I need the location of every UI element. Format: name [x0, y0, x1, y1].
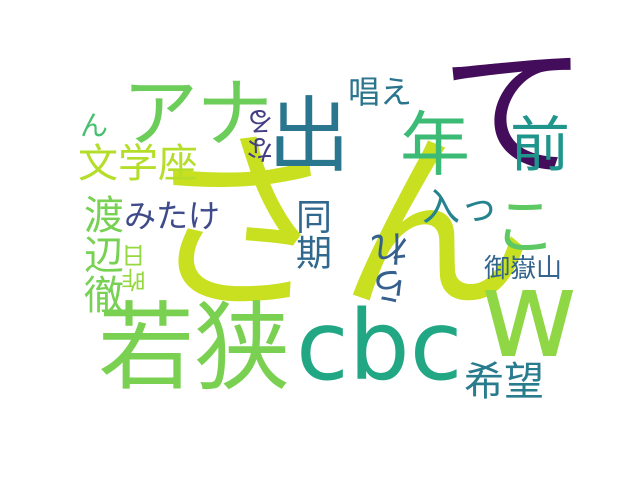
word-bungakuza: 文学座 — [78, 141, 198, 187]
word-cbc: cbc — [296, 290, 463, 402]
word-hai: 入っ — [422, 185, 499, 229]
word-douki: 同期 — [290, 198, 331, 270]
word-rare: られ — [371, 230, 415, 306]
word-n: ん — [80, 109, 109, 142]
word-te: て — [414, 34, 588, 184]
word-naru: なる — [245, 108, 278, 164]
word-kibou: 希望 — [464, 359, 544, 405]
word-sann: さん — [142, 112, 535, 340]
word-wakasa: 若狭 — [98, 292, 290, 404]
word-mitake: みたけ — [124, 197, 221, 235]
word-sakujitsu: 昨日 — [122, 244, 150, 292]
word-ontake: 御嶽山 — [484, 254, 563, 284]
word-ko: こ — [494, 190, 557, 263]
word-w: w — [480, 246, 579, 385]
word-tonae: 唱え — [348, 73, 413, 111]
word-mae: 前 — [510, 111, 570, 181]
word-watanabe: 渡辺徹 — [77, 194, 123, 314]
word-de: 出 — [268, 89, 351, 184]
word-nen: 年 — [400, 104, 470, 186]
word-ana: アナ — [122, 69, 273, 158]
